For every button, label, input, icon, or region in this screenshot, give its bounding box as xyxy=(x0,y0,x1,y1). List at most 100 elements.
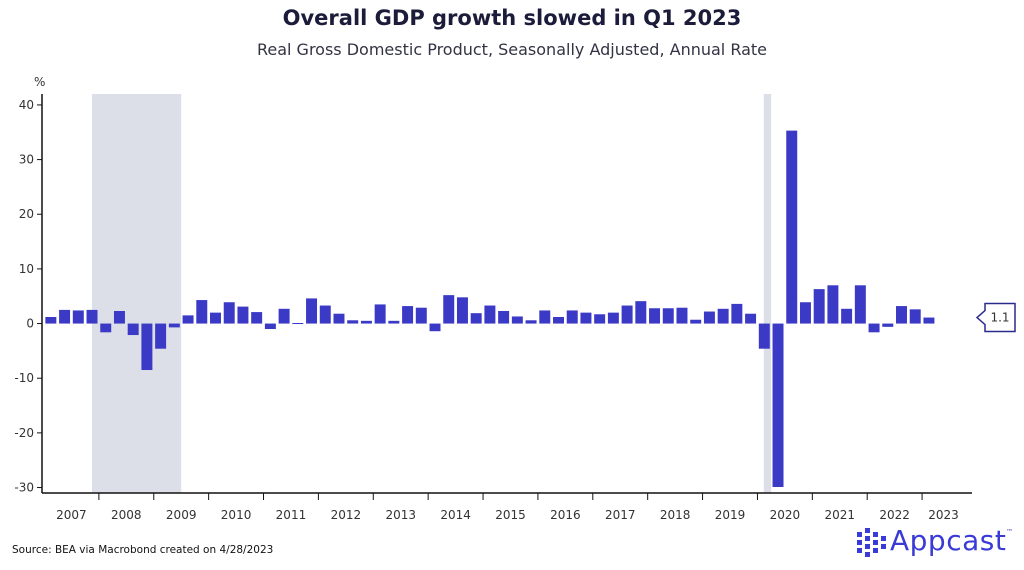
x-tick-label: 2015 xyxy=(495,508,526,522)
bar xyxy=(251,312,263,324)
y-tick-label: -30 xyxy=(14,481,34,495)
bar xyxy=(264,323,276,330)
y-tick-label: -20 xyxy=(14,426,34,440)
bar xyxy=(799,302,811,324)
x-tick-label: 2012 xyxy=(331,508,362,522)
bar xyxy=(429,323,441,332)
logo-trademark: ™ xyxy=(1006,528,1013,536)
bar xyxy=(525,320,537,324)
bar xyxy=(511,316,523,324)
x-tick-label: 2021 xyxy=(824,508,855,522)
x-tick-label: 2010 xyxy=(221,508,252,522)
bar xyxy=(182,315,194,324)
bar xyxy=(333,313,345,324)
x-tick-label: 2020 xyxy=(770,508,801,522)
bar xyxy=(498,310,510,324)
bar xyxy=(813,289,825,324)
bar xyxy=(141,323,153,371)
recession-band xyxy=(92,94,182,493)
x-tick-label: 2023 xyxy=(928,508,959,522)
bars-layer xyxy=(45,130,935,487)
bar xyxy=(607,312,619,324)
callout-box xyxy=(975,302,1016,333)
appcast-logo: Appcast ™ xyxy=(856,524,1016,562)
appcast-dots-icon xyxy=(857,528,886,557)
bar xyxy=(717,308,729,324)
chart-subtitle: Real Gross Domestic Product, Seasonally … xyxy=(256,40,768,59)
bar xyxy=(388,320,400,324)
bar xyxy=(772,323,784,487)
bar xyxy=(827,285,839,324)
bar xyxy=(854,285,866,324)
bar xyxy=(59,309,71,324)
y-tick-label: 40 xyxy=(19,98,34,112)
bar xyxy=(553,317,564,324)
bar xyxy=(72,310,84,324)
bar xyxy=(223,302,235,324)
bar xyxy=(443,295,455,324)
bar xyxy=(415,307,427,324)
bar xyxy=(539,310,551,324)
bar xyxy=(786,130,798,324)
y-tick-label: -10 xyxy=(14,371,34,385)
bar xyxy=(758,323,770,349)
bar xyxy=(237,306,249,324)
bar xyxy=(621,305,633,324)
x-tick-label: 2013 xyxy=(385,508,416,522)
bar xyxy=(690,319,702,324)
source-note: Source: BEA via Macrobond created on 4/2… xyxy=(12,544,274,556)
bar xyxy=(580,312,592,324)
x-tick-label: 2014 xyxy=(440,508,471,522)
y-tick-label: 10 xyxy=(19,262,34,276)
bar xyxy=(731,303,743,324)
x-tick-label: 2008 xyxy=(111,508,142,522)
y-tick-label: 0 xyxy=(26,317,34,331)
bar xyxy=(923,317,935,324)
bar xyxy=(566,310,578,324)
bar xyxy=(635,301,647,324)
bar xyxy=(278,308,290,324)
x-tick-label: 2018 xyxy=(660,508,691,522)
x-tick-label: 2011 xyxy=(276,508,307,522)
logo-wordmark: Appcast xyxy=(890,524,1007,557)
x-tick-label: 2019 xyxy=(715,508,746,522)
last-value-callout: 1.1 xyxy=(975,302,1016,333)
recession-shading-layer xyxy=(92,94,772,493)
chart-title: Overall GDP growth slowed in Q1 2023 xyxy=(282,6,742,30)
bar xyxy=(841,308,853,324)
bar xyxy=(470,313,482,324)
bar xyxy=(909,309,921,324)
bar xyxy=(360,320,372,324)
recession-band xyxy=(763,94,772,493)
x-tick-label: 2016 xyxy=(550,508,581,522)
bar xyxy=(100,323,112,333)
x-tick-label: 2017 xyxy=(605,508,636,522)
bar xyxy=(676,307,688,324)
bar xyxy=(45,317,57,324)
bar xyxy=(86,309,98,324)
bar xyxy=(868,323,880,333)
axes-layer: -30 -20 -10 0 10 20 30 40 2007 2008 2009 2010 2011 20… xyxy=(14,94,972,522)
y-axis-unit-label: % xyxy=(34,75,45,89)
bar xyxy=(896,306,907,324)
bar xyxy=(292,323,304,325)
bar xyxy=(882,323,894,327)
bar xyxy=(196,300,208,324)
bar xyxy=(649,308,661,324)
bar xyxy=(210,312,221,324)
x-tick-label: 2022 xyxy=(879,508,910,522)
y-tick-label: 30 xyxy=(19,153,34,167)
bar xyxy=(703,311,715,324)
bar xyxy=(402,306,414,324)
bar xyxy=(168,323,180,328)
bar xyxy=(319,305,331,324)
bar xyxy=(374,304,386,324)
bar xyxy=(113,310,125,324)
bar xyxy=(456,297,468,324)
bar xyxy=(662,308,674,324)
y-tick-label: 20 xyxy=(19,207,34,221)
bar xyxy=(306,298,318,324)
bar xyxy=(155,323,167,349)
bar xyxy=(745,313,757,324)
